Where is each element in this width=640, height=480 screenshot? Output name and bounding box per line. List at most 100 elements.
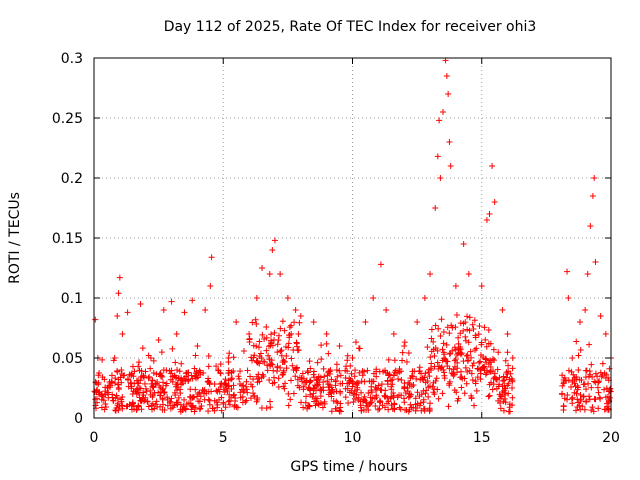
data-point [500,407,507,414]
data-point [169,373,176,380]
data-point [288,322,295,329]
data-point [139,395,146,402]
data-point [318,356,325,363]
data-point [281,380,288,387]
data-point [325,368,332,375]
data-point [265,343,272,350]
data-point [458,384,465,391]
data-point [128,372,135,379]
data-point [359,368,366,375]
data-point [439,109,446,115]
data-point [176,368,183,375]
data-point [475,331,482,338]
data-point [365,407,372,414]
data-point [263,323,270,330]
data-point [371,395,378,402]
data-point [150,357,157,364]
data-point [404,388,411,395]
data-point [414,389,421,396]
data-point [595,405,602,412]
data-point [592,370,599,377]
data-point [448,370,455,377]
y-tick-label: 0.3 [61,51,83,67]
data-point [185,376,192,383]
data-point [267,404,274,411]
data-point [218,407,225,414]
data-point [226,397,233,404]
data-point [388,402,395,409]
data-point [173,331,180,337]
data-point [112,375,119,382]
data-point [426,373,433,380]
data-point [240,382,247,389]
data-point [182,405,189,412]
data-point [473,345,480,352]
data-point [336,343,343,349]
data-point [98,391,105,397]
data-point [214,404,221,411]
data-point [560,402,567,409]
data-point [228,385,235,392]
data-point [215,367,222,373]
data-point [485,327,492,334]
data-point [398,376,405,383]
data-point [344,357,351,364]
data-point [333,398,340,405]
data-point [147,365,154,372]
data-point [445,91,452,97]
data-point [437,175,444,181]
data-point [457,320,464,327]
data-point [499,307,506,313]
data-point [420,396,427,403]
data-point [439,346,446,353]
data-point [142,385,149,392]
data-point [342,367,349,374]
data-point [509,355,516,361]
data-point [277,325,284,332]
data-point [327,389,334,396]
data-point [252,316,259,323]
data-point [571,389,578,396]
data-point [470,360,477,367]
data-point [253,295,260,301]
data-point [399,357,406,364]
y-tick-label: 0.1 [61,291,83,307]
data-point [606,394,613,401]
data-point [261,335,268,342]
data-point [385,356,392,363]
data-point [136,394,143,401]
data-point [205,353,212,360]
data-point [292,307,299,313]
data-point [310,368,317,375]
data-point [597,395,604,402]
data-point [209,405,216,412]
data-point [334,373,341,380]
data-point [564,268,571,275]
data-point [444,363,451,370]
data-point [455,345,462,352]
data-point [478,341,485,348]
data-point [171,402,178,409]
data-point [321,400,328,407]
data-point [220,401,227,408]
data-point [213,363,220,370]
data-point [205,375,212,382]
data-point [231,403,238,410]
data-point [114,313,121,319]
data-point [154,404,161,411]
data-point [401,399,408,406]
data-point [123,403,130,410]
data-point [145,375,152,382]
data-point [462,333,469,340]
data-point [202,307,209,313]
data-point [129,399,136,406]
data-point [282,343,289,350]
data-point [153,398,160,405]
data-point [373,392,380,399]
data-point [358,407,365,414]
data-point [189,297,196,304]
data-point [501,377,508,384]
data-point [300,404,307,411]
data-point [491,357,498,364]
data-point [320,379,327,386]
